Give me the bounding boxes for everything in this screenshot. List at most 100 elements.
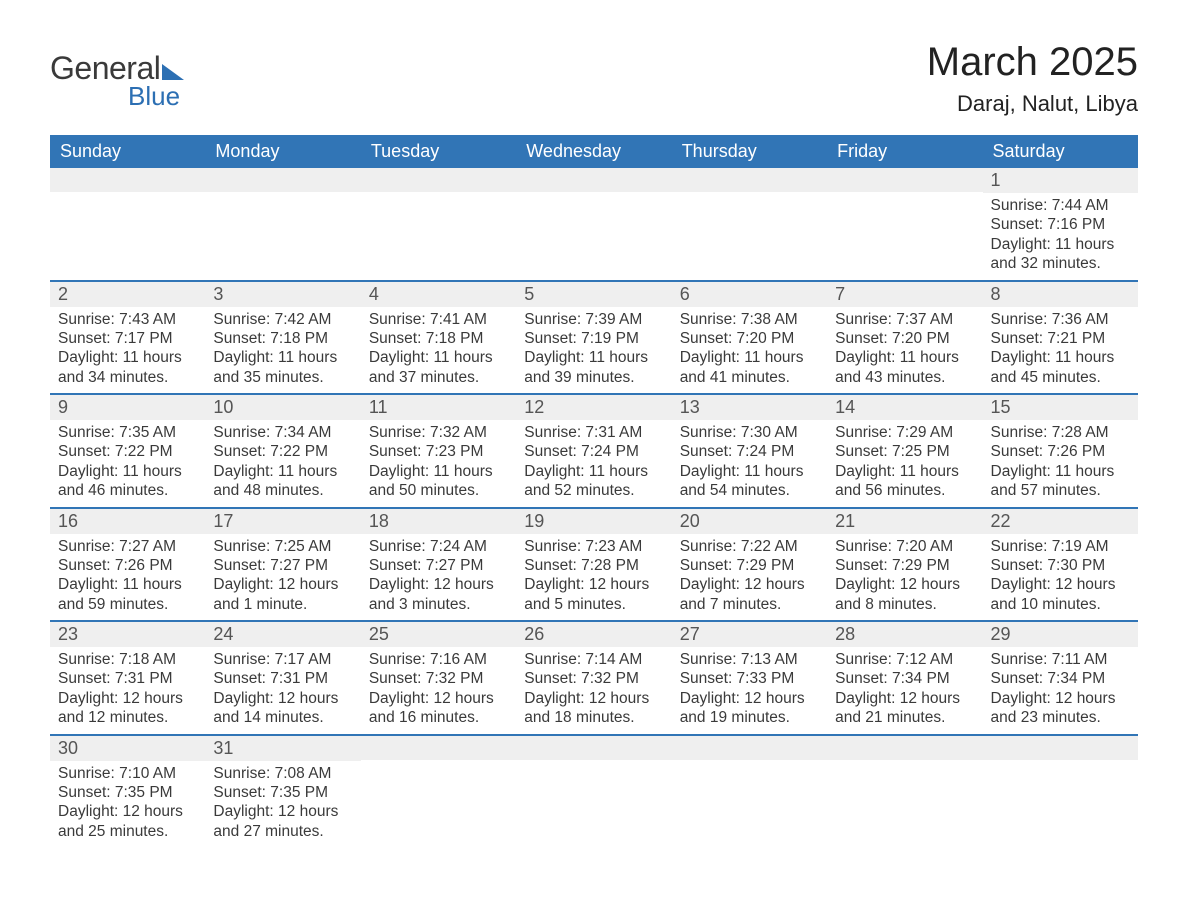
calendar-cell xyxy=(516,735,671,848)
day-data: Sunrise: 7:43 AMSunset: 7:17 PMDaylight:… xyxy=(50,307,205,394)
sunset-text: Sunset: 7:35 PM xyxy=(58,783,197,802)
sunrise-text: Sunrise: 7:12 AM xyxy=(835,650,974,669)
day-number: 8 xyxy=(983,282,1138,307)
day-data: Sunrise: 7:30 AMSunset: 7:24 PMDaylight:… xyxy=(672,420,827,507)
sunset-text: Sunset: 7:23 PM xyxy=(369,442,508,461)
calendar-cell xyxy=(516,168,671,281)
calendar-cell: 24Sunrise: 7:17 AMSunset: 7:31 PMDayligh… xyxy=(205,621,360,735)
day-number: 19 xyxy=(516,509,671,534)
daylight-text: Daylight: 11 hours and 59 minutes. xyxy=(58,575,197,614)
sunset-text: Sunset: 7:24 PM xyxy=(524,442,663,461)
day-number: 16 xyxy=(50,509,205,534)
sunset-text: Sunset: 7:35 PM xyxy=(213,783,352,802)
calendar-daynum-row: 9Sunrise: 7:35 AMSunset: 7:22 PMDaylight… xyxy=(50,394,1138,508)
day-number: 25 xyxy=(361,622,516,647)
sunrise-text: Sunrise: 7:19 AM xyxy=(991,537,1130,556)
day-number: 13 xyxy=(672,395,827,420)
calendar-cell: 1Sunrise: 7:44 AMSunset: 7:16 PMDaylight… xyxy=(983,168,1138,281)
calendar-table: SundayMondayTuesdayWednesdayThursdayFrid… xyxy=(50,135,1138,847)
day-number: 27 xyxy=(672,622,827,647)
location: Daraj, Nalut, Libya xyxy=(927,91,1138,117)
day-number: 5 xyxy=(516,282,671,307)
daylight-text: Daylight: 12 hours and 5 minutes. xyxy=(524,575,663,614)
day-number: 21 xyxy=(827,509,982,534)
daylight-text: Daylight: 11 hours and 37 minutes. xyxy=(369,348,508,387)
sunset-text: Sunset: 7:31 PM xyxy=(58,669,197,688)
sunrise-text: Sunrise: 7:08 AM xyxy=(213,764,352,783)
sunrise-text: Sunrise: 7:22 AM xyxy=(680,537,819,556)
calendar-cell: 11Sunrise: 7:32 AMSunset: 7:23 PMDayligh… xyxy=(361,394,516,508)
calendar-cell: 14Sunrise: 7:29 AMSunset: 7:25 PMDayligh… xyxy=(827,394,982,508)
day-number xyxy=(516,168,671,192)
calendar-cell: 16Sunrise: 7:27 AMSunset: 7:26 PMDayligh… xyxy=(50,508,205,622)
day-number: 26 xyxy=(516,622,671,647)
calendar-cell: 22Sunrise: 7:19 AMSunset: 7:30 PMDayligh… xyxy=(983,508,1138,622)
daylight-text: Daylight: 12 hours and 8 minutes. xyxy=(835,575,974,614)
daylight-text: Daylight: 12 hours and 14 minutes. xyxy=(213,689,352,728)
day-number: 2 xyxy=(50,282,205,307)
weekday-header: Saturday xyxy=(983,135,1138,168)
calendar-cell: 30Sunrise: 7:10 AMSunset: 7:35 PMDayligh… xyxy=(50,735,205,848)
calendar-daynum-row: 1Sunrise: 7:44 AMSunset: 7:16 PMDaylight… xyxy=(50,168,1138,281)
daylight-text: Daylight: 12 hours and 23 minutes. xyxy=(991,689,1130,728)
day-number: 12 xyxy=(516,395,671,420)
day-data: Sunrise: 7:16 AMSunset: 7:32 PMDaylight:… xyxy=(361,647,516,734)
calendar-cell xyxy=(361,168,516,281)
day-number: 9 xyxy=(50,395,205,420)
calendar-daynum-row: 16Sunrise: 7:27 AMSunset: 7:26 PMDayligh… xyxy=(50,508,1138,622)
sunrise-text: Sunrise: 7:25 AM xyxy=(213,537,352,556)
day-number: 1 xyxy=(983,168,1138,193)
calendar-cell: 10Sunrise: 7:34 AMSunset: 7:22 PMDayligh… xyxy=(205,394,360,508)
sunset-text: Sunset: 7:34 PM xyxy=(991,669,1130,688)
weekday-header: Thursday xyxy=(672,135,827,168)
daylight-text: Daylight: 12 hours and 25 minutes. xyxy=(58,802,197,841)
calendar-cell: 3Sunrise: 7:42 AMSunset: 7:18 PMDaylight… xyxy=(205,281,360,395)
day-number: 23 xyxy=(50,622,205,647)
sunrise-text: Sunrise: 7:43 AM xyxy=(58,310,197,329)
sunset-text: Sunset: 7:18 PM xyxy=(369,329,508,348)
calendar-cell: 15Sunrise: 7:28 AMSunset: 7:26 PMDayligh… xyxy=(983,394,1138,508)
sunrise-text: Sunrise: 7:18 AM xyxy=(58,650,197,669)
calendar-cell xyxy=(827,735,982,848)
calendar-cell xyxy=(983,735,1138,848)
daylight-text: Daylight: 11 hours and 34 minutes. xyxy=(58,348,197,387)
daylight-text: Daylight: 12 hours and 19 minutes. xyxy=(680,689,819,728)
day-data: Sunrise: 7:32 AMSunset: 7:23 PMDaylight:… xyxy=(361,420,516,507)
day-data: Sunrise: 7:31 AMSunset: 7:24 PMDaylight:… xyxy=(516,420,671,507)
sunrise-text: Sunrise: 7:32 AM xyxy=(369,423,508,442)
daylight-text: Daylight: 12 hours and 21 minutes. xyxy=(835,689,974,728)
daylight-text: Daylight: 12 hours and 18 minutes. xyxy=(524,689,663,728)
calendar-cell xyxy=(672,168,827,281)
day-number xyxy=(361,168,516,192)
sunrise-text: Sunrise: 7:36 AM xyxy=(991,310,1130,329)
day-data: Sunrise: 7:20 AMSunset: 7:29 PMDaylight:… xyxy=(827,534,982,621)
daylight-text: Daylight: 11 hours and 41 minutes. xyxy=(680,348,819,387)
day-data: Sunrise: 7:27 AMSunset: 7:26 PMDaylight:… xyxy=(50,534,205,621)
day-number: 18 xyxy=(361,509,516,534)
day-data: Sunrise: 7:44 AMSunset: 7:16 PMDaylight:… xyxy=(983,193,1138,280)
calendar-daynum-row: 30Sunrise: 7:10 AMSunset: 7:35 PMDayligh… xyxy=(50,735,1138,848)
weekday-header: Tuesday xyxy=(361,135,516,168)
day-data: Sunrise: 7:41 AMSunset: 7:18 PMDaylight:… xyxy=(361,307,516,394)
daylight-text: Daylight: 12 hours and 12 minutes. xyxy=(58,689,197,728)
day-number: 17 xyxy=(205,509,360,534)
daylight-text: Daylight: 11 hours and 50 minutes. xyxy=(369,462,508,501)
day-number xyxy=(827,736,982,760)
day-data: Sunrise: 7:11 AMSunset: 7:34 PMDaylight:… xyxy=(983,647,1138,734)
day-number xyxy=(672,736,827,760)
sunset-text: Sunset: 7:29 PM xyxy=(835,556,974,575)
day-data: Sunrise: 7:17 AMSunset: 7:31 PMDaylight:… xyxy=(205,647,360,734)
day-number xyxy=(516,736,671,760)
sunrise-text: Sunrise: 7:27 AM xyxy=(58,537,197,556)
sunset-text: Sunset: 7:30 PM xyxy=(991,556,1130,575)
sunrise-text: Sunrise: 7:20 AM xyxy=(835,537,974,556)
calendar-cell xyxy=(50,168,205,281)
daylight-text: Daylight: 11 hours and 57 minutes. xyxy=(991,462,1130,501)
day-number: 6 xyxy=(672,282,827,307)
header: General Blue March 2025 Daraj, Nalut, Li… xyxy=(50,40,1138,117)
calendar-cell: 13Sunrise: 7:30 AMSunset: 7:24 PMDayligh… xyxy=(672,394,827,508)
day-number xyxy=(50,168,205,192)
day-data: Sunrise: 7:34 AMSunset: 7:22 PMDaylight:… xyxy=(205,420,360,507)
sunset-text: Sunset: 7:24 PM xyxy=(680,442,819,461)
daylight-text: Daylight: 11 hours and 32 minutes. xyxy=(991,235,1130,274)
